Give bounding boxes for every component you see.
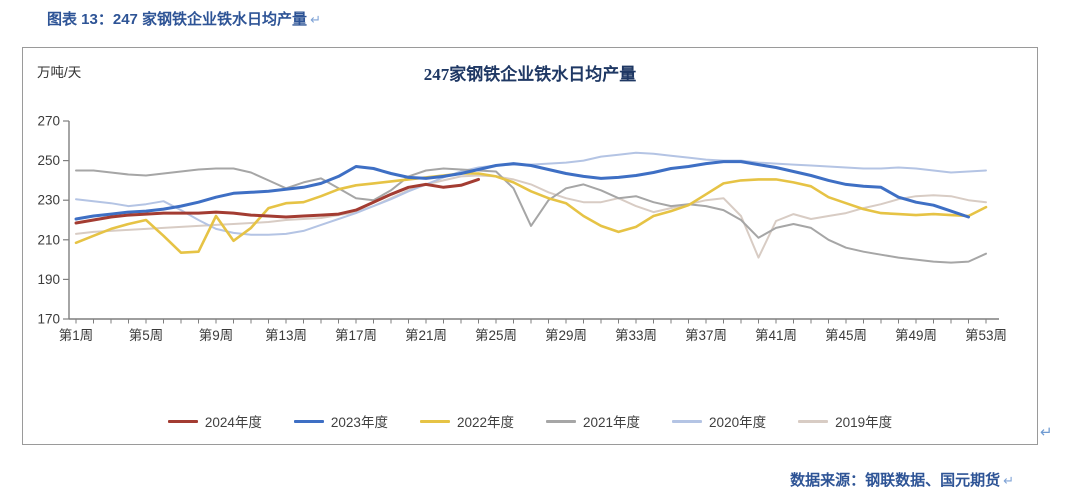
series-line-2024 <box>74 177 480 225</box>
legend-label-2023: 2023年度 <box>330 415 388 430</box>
return-mark-icon: ↵ <box>1003 473 1014 488</box>
svg-text:第21周: 第21周 <box>405 327 447 343</box>
series-line-2023 <box>74 160 970 221</box>
svg-text:第33周: 第33周 <box>615 327 657 343</box>
legend-label-2022: 2022年度 <box>456 415 514 430</box>
legend-label-2020: 2020年度 <box>709 415 767 430</box>
svg-text:第13周: 第13周 <box>265 327 307 343</box>
figure-heading-text: 图表 13：247 家钢铁企业铁水日均产量 <box>47 11 308 28</box>
return-mark-icon: ↵ <box>310 12 321 27</box>
source-text: 数据来源：钢联数据、国元期货 <box>790 472 1001 489</box>
legend-item-2021: 2021年度 <box>546 411 640 431</box>
svg-text:第29周: 第29周 <box>545 327 587 343</box>
chart-panel: 万吨/天 247家钢铁企业铁水日均产量 270 250 230 210 190 170 第1… <box>22 47 1038 445</box>
svg-text:第25周: 第25周 <box>475 327 517 343</box>
chart-title: 247家钢铁企业铁水日均产量 <box>423 65 637 84</box>
figure-heading: 图表 13：247 家钢铁企业铁水日均产量 ↵ <box>47 8 321 29</box>
svg-text:第41周: 第41周 <box>755 327 797 343</box>
svg-text:第37周: 第37周 <box>685 327 727 343</box>
legend-item-2019: 2019年度 <box>798 411 892 431</box>
svg-text:第17周: 第17周 <box>335 327 377 343</box>
svg-text:第49周: 第49周 <box>895 327 937 343</box>
legend-swatch-2019 <box>798 419 829 423</box>
y-axis-unit-label: 万吨/天 <box>37 65 82 80</box>
legend-item-2023: 2023年度 <box>293 411 388 431</box>
svg-text:270: 270 <box>37 114 60 129</box>
legend-swatch-2022 <box>419 419 450 423</box>
legend-item-2022: 2022年度 <box>419 411 514 431</box>
legend-swatch-2020 <box>672 419 703 423</box>
svg-text:第1周: 第1周 <box>59 327 94 343</box>
svg-text:第9周: 第9周 <box>199 327 234 343</box>
svg-text:第45周: 第45周 <box>825 327 867 343</box>
legend-label-2021: 2021年度 <box>583 415 641 430</box>
svg-text:230: 230 <box>37 193 60 208</box>
chart-legend: 2024年度 2023年度 2022年度 2021年度 2020年度 2019年… <box>23 411 1037 431</box>
legend-label-2024: 2024年度 <box>204 415 262 430</box>
data-source-note: 数据来源：钢联数据、国元期货 ↵ <box>790 469 1014 490</box>
series-line-2019 <box>75 174 987 259</box>
svg-text:第5周: 第5周 <box>129 327 164 343</box>
return-mark-icon: ↵ <box>1040 424 1053 441</box>
series-line-2022 <box>74 172 988 254</box>
svg-text:250: 250 <box>37 153 60 168</box>
legend-item-2024: 2024年度 <box>167 411 262 431</box>
legend-swatch-2024 <box>167 419 198 423</box>
legend-swatch-2021 <box>546 419 576 423</box>
svg-text:190: 190 <box>37 272 60 287</box>
svg-text:第53周: 第53周 <box>965 327 1007 343</box>
legend-swatch-2023 <box>293 419 324 423</box>
legend-label-2019: 2019年度 <box>835 415 893 430</box>
svg-text:170: 170 <box>37 312 60 327</box>
legend-item-2020: 2020年度 <box>672 411 766 431</box>
svg-text:210: 210 <box>37 232 60 247</box>
series-line-2021 <box>75 167 987 264</box>
